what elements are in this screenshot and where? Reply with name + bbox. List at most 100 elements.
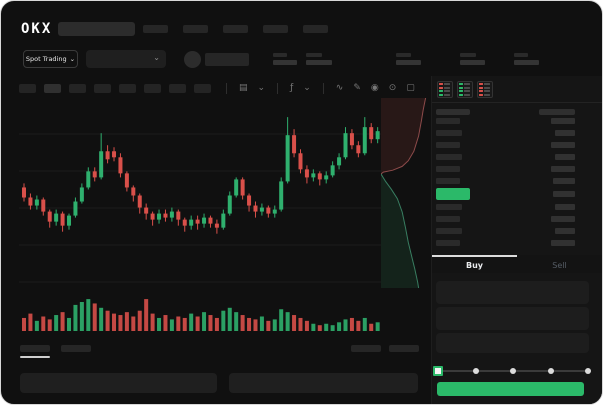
market-type-dropdown[interactable]: Spot Trading ⌄ xyxy=(23,50,78,68)
nav-item-placeholder[interactable] xyxy=(223,25,249,33)
chart-type-icon[interactable]: ▤ xyxy=(239,82,248,93)
nav-item-placeholder[interactable] xyxy=(143,25,169,33)
ticker-stats xyxy=(249,53,539,65)
submit-buy-button[interactable] xyxy=(437,382,584,396)
volume-chart[interactable] xyxy=(19,295,381,331)
orderbook-ask-row[interactable] xyxy=(432,115,602,127)
order-form xyxy=(432,273,602,353)
price-placeholder xyxy=(436,166,460,172)
timeframe-button[interactable] xyxy=(194,83,211,93)
price-placeholder xyxy=(436,228,462,235)
ticker-stat xyxy=(396,53,421,65)
amount-placeholder xyxy=(555,130,575,136)
orderbook-last-price-row[interactable] xyxy=(432,187,602,201)
orderbook-combined-icon[interactable] xyxy=(437,81,453,98)
orderbook-bid-row[interactable] xyxy=(432,225,602,237)
orderbook-bids xyxy=(432,201,602,249)
orderbook-ask-row[interactable] xyxy=(432,163,602,175)
chevron-down-icon: ⌄ xyxy=(69,55,76,63)
order-side-tabs: Buy Sell xyxy=(432,255,602,273)
chart-toolbar: ▤ ⌄ ƒ ⌄ ∿ ✎ ◉ ⊙ ▢ xyxy=(19,80,420,96)
orderbook-ask-row[interactable] xyxy=(432,127,602,139)
amount-placeholder xyxy=(551,142,575,148)
bottom-panel-placeholder xyxy=(229,373,418,393)
stat-value-placeholder xyxy=(514,60,539,65)
slider-stop-dot[interactable] xyxy=(547,367,554,374)
timeframe-button[interactable] xyxy=(119,83,136,93)
orderbook-ask-row[interactable] xyxy=(432,175,602,187)
fullscreen-icon[interactable]: ▢ xyxy=(406,82,415,93)
chart-area xyxy=(1,97,431,404)
chart-bottom-action-placeholder[interactable] xyxy=(389,345,419,352)
chart-bottom-action-placeholder[interactable] xyxy=(351,345,381,352)
orderbook-bid-row[interactable] xyxy=(432,213,602,225)
orderbook-bid-row[interactable] xyxy=(432,237,602,249)
orderbook-view-toggles xyxy=(432,76,602,103)
slider-stop-dot[interactable] xyxy=(510,367,516,374)
amount-placeholder xyxy=(551,166,575,172)
slider-stop-dot[interactable] xyxy=(472,367,479,374)
tool-icons: ▤ ⌄ ƒ ⌄ ∿ ✎ ◉ ⊙ ▢ xyxy=(219,82,420,94)
active-tab-underline xyxy=(20,356,50,358)
price-placeholder xyxy=(436,154,462,160)
chevron-down-icon[interactable]: ⌄ xyxy=(257,82,266,93)
orderbook-bids-icon[interactable] xyxy=(457,81,473,98)
nav-item-placeholder[interactable] xyxy=(303,25,329,33)
trade-panel: Buy Sell xyxy=(431,76,602,404)
price-placeholder xyxy=(436,204,462,211)
draw-icon[interactable]: ✎ xyxy=(353,82,361,93)
orderbook-asks-icon[interactable] xyxy=(477,81,493,98)
slider-handle[interactable] xyxy=(433,365,443,376)
price-placeholder xyxy=(436,118,460,124)
stat-label-placeholder xyxy=(396,53,411,57)
ticker-stat xyxy=(514,53,539,65)
ticker-bar: Spot Trading ⌄ ⌄ xyxy=(23,47,592,71)
ticker-stat xyxy=(306,53,332,65)
amount-placeholder xyxy=(555,228,575,235)
timeframe-button[interactable] xyxy=(19,83,36,93)
depth-chart[interactable] xyxy=(381,98,428,288)
search-input[interactable] xyxy=(58,22,136,36)
nav-item-placeholder[interactable] xyxy=(183,25,209,33)
amount-slider[interactable] xyxy=(433,365,591,376)
orderbook-ask-row[interactable] xyxy=(432,139,602,151)
bottom-panel-placeholder xyxy=(20,373,217,393)
last-price-placeholder xyxy=(205,52,249,66)
stat-label-placeholder xyxy=(306,53,322,57)
candlestick-chart[interactable] xyxy=(19,99,381,295)
toolbar-divider xyxy=(226,82,227,94)
ticker-stat xyxy=(273,53,297,65)
main-nav xyxy=(143,25,329,33)
slider-stop-dot[interactable] xyxy=(585,367,591,374)
order-input-placeholder[interactable] xyxy=(436,332,589,353)
stat-label-placeholder xyxy=(460,53,476,57)
settings-icon[interactable]: ⊙ xyxy=(388,82,397,93)
order-input-placeholder[interactable] xyxy=(436,306,589,330)
timeframe-button[interactable] xyxy=(44,83,61,93)
timeframe-button[interactable] xyxy=(169,83,186,93)
bottom-panels xyxy=(1,373,431,395)
chart-bottom-tab[interactable] xyxy=(20,345,50,358)
amount-placeholder xyxy=(551,240,575,247)
tab-buy[interactable]: Buy xyxy=(432,255,517,272)
tab-sell[interactable]: Sell xyxy=(552,260,567,270)
coin-avatar xyxy=(184,50,201,68)
timeframe-button[interactable] xyxy=(144,83,161,93)
toolbar-divider xyxy=(322,82,324,94)
line-tool-icon[interactable]: ∿ xyxy=(335,82,344,93)
chevron-down-icon[interactable]: ⌄ xyxy=(303,82,311,93)
timeframe-button[interactable] xyxy=(94,83,111,93)
order-input-placeholder[interactable] xyxy=(436,280,589,304)
indicators-icon[interactable]: ƒ xyxy=(290,82,294,93)
amount-placeholder xyxy=(553,191,575,198)
camera-icon[interactable]: ◉ xyxy=(370,82,379,93)
pair-selector-dropdown[interactable]: ⌄ xyxy=(86,50,166,68)
chart-bottom-tab[interactable] xyxy=(61,345,91,352)
orderbook-ask-row[interactable] xyxy=(432,151,602,163)
ticker-stat xyxy=(460,53,485,65)
timeframe-button[interactable] xyxy=(69,83,86,93)
nav-item-placeholder[interactable] xyxy=(263,25,289,33)
orderbook-bid-row[interactable] xyxy=(432,201,602,213)
bottom-tabs-left xyxy=(20,345,102,358)
